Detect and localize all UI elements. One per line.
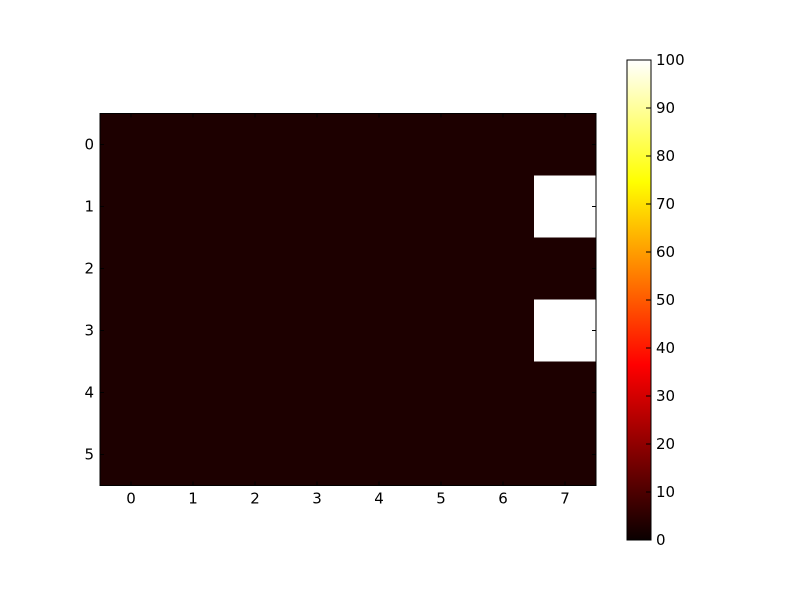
heatmap-cell-r5-c5 (410, 423, 473, 486)
x-tick-label: 4 (374, 490, 384, 508)
heatmap-cell-r0-c1 (162, 113, 225, 176)
x-tick-label: 3 (312, 490, 322, 508)
heatmap-cell-r2-c2 (224, 237, 287, 300)
heatmap-cell-r4-c4 (348, 361, 411, 424)
heatmap-cell-r5-c2 (224, 423, 287, 486)
y-tick-label: 1 (84, 198, 94, 216)
heatmap-cell-r1-c3 (286, 175, 349, 238)
y-tick-label: 0 (84, 136, 94, 154)
colorbar-tick-label: 90 (656, 99, 675, 117)
heatmap-cell-r0-c3 (286, 113, 349, 176)
heatmap-cell-r1-c0 (100, 175, 163, 238)
y-tick-label: 3 (84, 322, 94, 340)
heatmap-cell-r0-c2 (224, 113, 287, 176)
heatmap-cell-r2-c1 (162, 237, 225, 300)
heatmap-cell-r5-c3 (286, 423, 349, 486)
heatmap-cell-r4-c0 (100, 361, 163, 424)
heatmap-cell-r3-c1 (162, 299, 225, 362)
heatmap-cell-r3-c6 (472, 299, 535, 362)
heatmap-cell-r2-c6 (472, 237, 535, 300)
heatmap-cell-r4-c3 (286, 361, 349, 424)
y-axis-ticks: 0 1 2 3 4 5 (84, 136, 596, 464)
heatmap-cell-r0-c4 (348, 113, 411, 176)
heatmap-cell-r0-c7 (534, 113, 597, 176)
colorbar-tick-label: 10 (656, 483, 675, 501)
heatmap-cell-r1-c7 (534, 175, 597, 238)
heatmap-cell-r4-c5 (410, 361, 473, 424)
heatmap-cell-r2-c5 (410, 237, 473, 300)
heatmap-cell-r0-c5 (410, 113, 473, 176)
heatmap-cell-r3-c2 (224, 299, 287, 362)
heatmap-cell-r3-c4 (348, 299, 411, 362)
colorbar-tick-label: 30 (656, 387, 675, 405)
heatmap-cells (100, 113, 597, 486)
x-tick-label: 7 (560, 490, 570, 508)
heatmap-cell-r2-c4 (348, 237, 411, 300)
colorbar-tick-label: 20 (656, 435, 675, 453)
heatmap-cell-r5-c1 (162, 423, 225, 486)
heatmap-cell-r4-c2 (224, 361, 287, 424)
heatmap-cell-r3-c3 (286, 299, 349, 362)
x-tick-label: 1 (188, 490, 198, 508)
heatmap-cell-r4-c1 (162, 361, 225, 424)
x-tick-label: 0 (126, 490, 136, 508)
x-tick-label: 6 (498, 490, 508, 508)
colorbar-tick-label: 40 (656, 339, 675, 357)
colorbar-tick-label: 100 (656, 51, 685, 69)
heatmap-cell-r5-c7 (534, 423, 597, 486)
y-tick-label: 4 (84, 384, 94, 402)
y-tick-label: 2 (84, 260, 94, 278)
heatmap-cell-r2-c7 (534, 237, 597, 300)
colorbar-ticks: 0 10 20 30 40 50 60 70 80 90 100 (646, 51, 685, 549)
colorbar-tick-label: 60 (656, 243, 675, 261)
heatmap-cell-r3-c7 (534, 299, 597, 362)
x-axis-ticks: 0 1 2 3 4 5 6 7 (126, 113, 570, 508)
heatmap-cell-r4-c7 (534, 361, 597, 424)
heatmap-cell-r1-c1 (162, 175, 225, 238)
heatmap-cell-r3-c5 (410, 299, 473, 362)
x-tick-label: 2 (250, 490, 260, 508)
x-tick-label: 5 (436, 490, 446, 508)
colorbar-tick-label: 70 (656, 195, 675, 213)
heatmap-cell-r0-c6 (472, 113, 535, 176)
heatmap-cell-r5-c0 (100, 423, 163, 486)
colorbar-tick-label: 80 (656, 147, 675, 165)
heatmap-cell-r5-c4 (348, 423, 411, 486)
heatmap-cell-r0-c0 (100, 113, 163, 176)
colorbar-tick-label: 0 (656, 531, 666, 549)
heatmap-cell-r2-c3 (286, 237, 349, 300)
heatmap-cell-r1-c5 (410, 175, 473, 238)
plot-frame (99, 113, 597, 486)
heatmap-cell-r1-c6 (472, 175, 535, 238)
heatmap-cell-r4-c6 (472, 361, 535, 424)
heatmap-cell-r2-c0 (100, 237, 163, 300)
colorbar-tick-label: 50 (656, 291, 675, 309)
heatmap-cell-r3-c0 (100, 299, 163, 362)
heatmap-cell-r5-c6 (472, 423, 535, 486)
y-tick-label: 5 (84, 446, 94, 464)
heatmap-cell-r1-c2 (224, 175, 287, 238)
heatmap-cell-r1-c4 (348, 175, 411, 238)
